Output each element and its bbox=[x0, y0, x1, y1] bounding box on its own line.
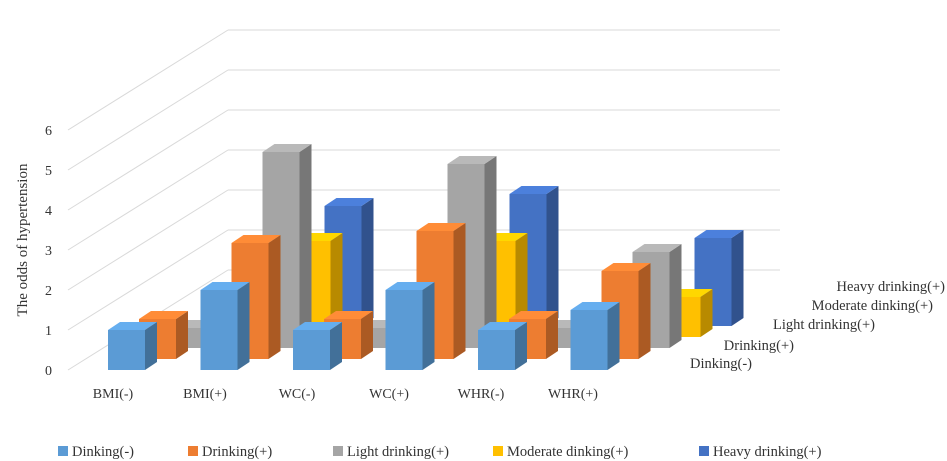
bar-top bbox=[293, 322, 342, 330]
depth-tick-label: Light drinking(+) bbox=[773, 317, 875, 333]
legend-label: Light drinking(+) bbox=[347, 444, 449, 460]
bar-front bbox=[200, 290, 238, 370]
x-tick-label: BMI(-) bbox=[93, 387, 134, 402]
bar bbox=[262, 144, 312, 348]
bar-side bbox=[176, 311, 188, 359]
x-tick-label: WC(+) bbox=[369, 387, 409, 402]
bar-side bbox=[607, 302, 620, 370]
bar-front bbox=[108, 330, 145, 370]
bar-front bbox=[478, 330, 515, 370]
legend-item: Drinking(+) bbox=[188, 444, 272, 460]
legend-item: Dinking(-) bbox=[58, 444, 134, 460]
legend-item: Moderate dinking(+) bbox=[493, 444, 628, 460]
y-tick-label: 0 bbox=[45, 364, 52, 379]
x-tick-label: WHR(+) bbox=[548, 387, 598, 402]
x-tick-label: WC(-) bbox=[279, 387, 316, 402]
gridline-side bbox=[67, 229, 229, 331]
bar-top bbox=[262, 144, 312, 152]
gridline-side bbox=[67, 29, 229, 131]
x-tick-label: BMI(+) bbox=[183, 387, 227, 402]
bar-top bbox=[231, 235, 281, 243]
y-tick-label: 6 bbox=[45, 124, 52, 139]
bar-top bbox=[447, 156, 497, 164]
depth-axis-labels: Dinking(-) Drinking(+) Light drinking(+) Mo… bbox=[690, 279, 945, 372]
bar-top bbox=[139, 311, 188, 319]
depth-tick-label: Moderate dinking(+) bbox=[812, 298, 933, 314]
legend-swatch bbox=[699, 446, 709, 456]
bar-top bbox=[509, 186, 559, 194]
bars bbox=[108, 144, 744, 370]
bar bbox=[293, 322, 342, 370]
bar-side bbox=[422, 282, 435, 370]
bar-top bbox=[416, 223, 466, 231]
bar-side bbox=[515, 322, 527, 370]
bar-front bbox=[570, 310, 608, 370]
legend-swatch bbox=[188, 446, 198, 456]
legend-swatch bbox=[493, 446, 503, 456]
bar-top bbox=[385, 282, 435, 290]
bar bbox=[200, 282, 250, 370]
legend-swatch bbox=[58, 446, 68, 456]
bar-side bbox=[669, 244, 682, 348]
bar-side bbox=[546, 186, 559, 326]
bar-side bbox=[484, 156, 497, 348]
bar-side bbox=[237, 282, 250, 370]
bar-side bbox=[361, 311, 373, 359]
legend-label: Dinking(-) bbox=[72, 444, 134, 460]
x-axis-ticks: BMI(-) BMI(+) WC(-) WC(+) WHR(-) WHR(+) bbox=[93, 387, 598, 402]
legend: Dinking(-) Drinking(+) Light drinking(+) Mo… bbox=[58, 444, 822, 460]
legend-label: Heavy drinking(+) bbox=[713, 444, 822, 460]
y-axis-ticks: 0 1 2 3 4 5 6 bbox=[45, 124, 52, 379]
bar-side bbox=[700, 289, 713, 337]
bar-side bbox=[638, 263, 651, 359]
y-axis-label: The odds of hypertension bbox=[15, 163, 31, 316]
y-tick-label: 4 bbox=[45, 204, 52, 219]
bar-front bbox=[385, 290, 423, 370]
y-tick-label: 5 bbox=[45, 164, 52, 179]
bar-top bbox=[478, 322, 527, 330]
bar-top bbox=[200, 282, 250, 290]
bar bbox=[570, 302, 620, 370]
depth-tick-label: Heavy drinking(+) bbox=[837, 279, 946, 295]
bar-top bbox=[694, 230, 744, 238]
bar-top bbox=[324, 311, 373, 319]
x-tick-label: WHR(-) bbox=[458, 387, 505, 402]
legend-item: Heavy drinking(+) bbox=[699, 444, 822, 460]
bar bbox=[385, 282, 435, 370]
y-tick-label: 1 bbox=[45, 324, 52, 339]
legend-swatch bbox=[333, 446, 343, 456]
depth-tick-label: Dinking(-) bbox=[690, 356, 752, 372]
legend-label: Drinking(+) bbox=[202, 444, 272, 460]
legend-item: Light drinking(+) bbox=[333, 444, 449, 460]
bar-side bbox=[145, 322, 157, 370]
bar-front bbox=[293, 330, 330, 370]
depth-tick-label: Drinking(+) bbox=[724, 338, 794, 354]
bar-side bbox=[330, 322, 342, 370]
gridline-side bbox=[67, 109, 229, 211]
bar-top bbox=[601, 263, 651, 271]
bar-top bbox=[108, 322, 157, 330]
gridline-side bbox=[67, 149, 229, 251]
bar-side bbox=[731, 230, 744, 326]
y-tick-label: 2 bbox=[45, 284, 52, 299]
gridlines bbox=[67, 29, 780, 371]
legend-label: Moderate dinking(+) bbox=[507, 444, 628, 460]
bar-side bbox=[299, 144, 312, 348]
bar-top bbox=[570, 302, 620, 310]
gridline-side bbox=[67, 189, 229, 291]
bar-top bbox=[324, 198, 374, 206]
bar-top bbox=[509, 311, 558, 319]
bar-side bbox=[453, 223, 466, 359]
bar bbox=[478, 322, 527, 370]
bar-top bbox=[632, 244, 682, 252]
bar-side bbox=[546, 311, 558, 359]
bar-side bbox=[268, 235, 281, 359]
y-tick-label: 3 bbox=[45, 244, 52, 259]
bar bbox=[108, 322, 157, 370]
gridline-side bbox=[67, 69, 229, 171]
bar-side bbox=[361, 198, 374, 326]
